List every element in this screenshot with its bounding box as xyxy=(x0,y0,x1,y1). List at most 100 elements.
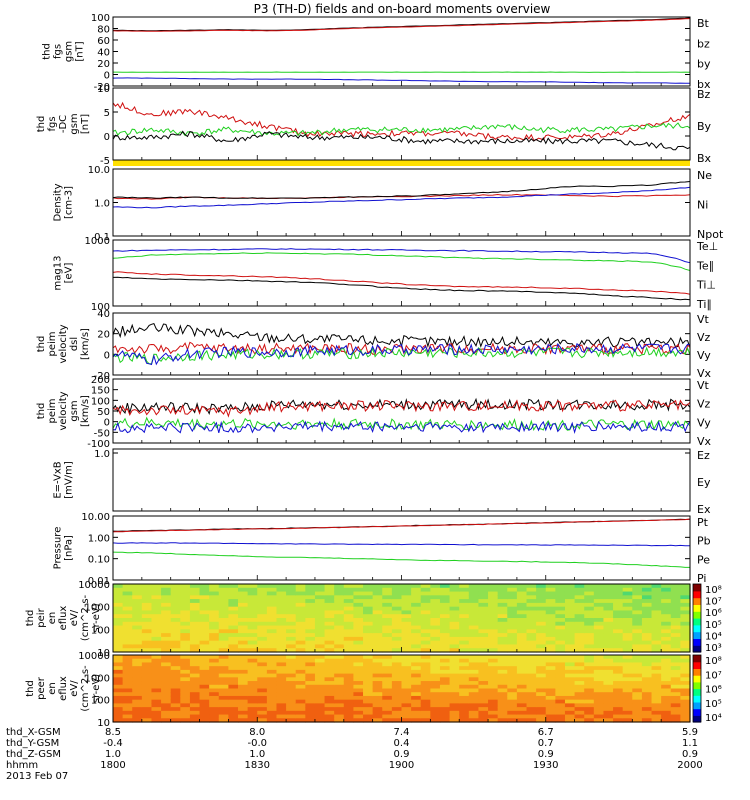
heatmap-cell xyxy=(170,707,181,712)
heatmap-cell xyxy=(459,584,470,589)
heatmap-cell xyxy=(680,707,691,712)
heatmap-cell xyxy=(420,658,431,664)
heatmap-cell xyxy=(247,658,258,664)
heatmap-cell xyxy=(391,677,403,682)
heatmap-cell xyxy=(295,718,306,723)
heatmap-cell xyxy=(545,692,556,697)
heatmap-cell xyxy=(584,636,595,642)
heatmap-cell xyxy=(651,648,662,653)
heatmap-cell xyxy=(401,669,412,675)
heatmap-cell xyxy=(545,718,556,723)
heatmap-cell xyxy=(266,614,278,619)
heatmap-cell xyxy=(584,699,595,704)
heatmap-cell xyxy=(545,629,556,634)
heatmap-cell xyxy=(680,618,691,623)
heatmap-cell xyxy=(507,677,518,682)
heatmap-cell xyxy=(199,584,210,589)
heatmap-cell xyxy=(170,662,181,667)
heatmap-cell xyxy=(324,688,335,693)
heatmap-cell xyxy=(564,584,576,589)
heatmap-cell xyxy=(218,636,229,642)
heatmap-cell xyxy=(641,629,653,634)
ylabel-line: thd xyxy=(36,336,47,353)
heatmap-cell xyxy=(478,614,489,619)
heatmap-cell xyxy=(257,606,268,612)
heatmap-cell xyxy=(324,669,335,675)
heatmap-cell xyxy=(584,644,595,649)
heatmap-cell xyxy=(257,707,268,712)
heatmap-cell xyxy=(209,636,220,642)
heatmap-cell xyxy=(555,610,566,615)
heatmap-cell xyxy=(574,718,585,723)
heatmap-cell xyxy=(314,618,326,623)
heatmap-cell xyxy=(161,718,172,723)
heatmap-cell xyxy=(266,692,278,697)
heatmap-cell xyxy=(574,584,585,589)
heatmap-cell xyxy=(603,681,614,686)
heatmap-cell xyxy=(593,618,605,623)
heatmap-cell xyxy=(622,677,633,682)
heatmap-cell xyxy=(613,666,624,671)
heatmap-cell xyxy=(526,602,537,608)
heatmap-cell xyxy=(382,714,393,719)
heatmap-cell xyxy=(449,636,460,642)
heatmap-cell xyxy=(170,684,181,690)
heatmap-cell xyxy=(295,633,306,638)
heatmap-cell xyxy=(276,614,287,619)
heatmap-cell xyxy=(170,677,181,682)
heatmap-cell xyxy=(478,710,489,716)
heatmap-cell xyxy=(257,655,268,660)
heatmap-cell xyxy=(651,688,662,693)
axis-row-value: 1930 xyxy=(533,760,558,771)
heatmap-cell xyxy=(363,625,374,630)
heatmap-cell xyxy=(247,599,258,604)
heatmap-cell xyxy=(670,718,681,723)
heatmap-cell xyxy=(632,718,643,723)
heatmap-cell xyxy=(218,684,229,690)
heatmap-cell xyxy=(439,633,451,638)
colorbar-label: 10⁶ xyxy=(705,685,722,696)
series-Te∥ xyxy=(112,276,691,301)
heatmap-cell xyxy=(468,625,480,630)
heatmap-cell xyxy=(526,587,537,593)
heatmap-cell xyxy=(122,584,133,589)
heatmap-cell xyxy=(314,669,326,675)
heatmap-cell xyxy=(478,684,489,690)
heatmap-cell xyxy=(545,599,556,604)
legend-Bx: Bx xyxy=(697,152,712,165)
heatmap-cell xyxy=(488,688,499,693)
heatmap-cell xyxy=(507,625,518,630)
heatmap-cell xyxy=(613,587,624,593)
heatmap-cell xyxy=(161,648,172,653)
heatmap-cell xyxy=(574,633,585,638)
heatmap-cell xyxy=(603,703,614,708)
heatmap-cell xyxy=(401,595,412,600)
heatmap-cell xyxy=(141,673,153,678)
heatmap-cell xyxy=(449,618,460,623)
heatmap-cell xyxy=(641,602,653,608)
heatmap-cell xyxy=(641,644,653,649)
heatmap-cell xyxy=(449,621,460,627)
heatmap-cell xyxy=(209,703,220,708)
heatmap-cell xyxy=(382,655,393,660)
heatmap-cell xyxy=(564,629,576,634)
ytick-label: 100 xyxy=(91,302,110,313)
heatmap-cell xyxy=(670,714,681,719)
heatmap-cell xyxy=(680,658,691,664)
heatmap-cell xyxy=(468,662,480,667)
heatmap-cell xyxy=(478,695,489,701)
heatmap-cell xyxy=(113,692,124,697)
heatmap-cell xyxy=(545,681,556,686)
heatmap-cell xyxy=(209,655,220,660)
heatmap-cell xyxy=(209,669,220,675)
heatmap-cell xyxy=(420,595,431,600)
heatmap-cell xyxy=(420,636,431,642)
heatmap-cell xyxy=(266,677,278,682)
heatmap-cell xyxy=(661,669,672,675)
heatmap-cell xyxy=(238,599,249,604)
heatmap-cell xyxy=(353,606,364,612)
heatmap-cell xyxy=(391,718,403,723)
ylabel-line: fgs xyxy=(47,116,58,131)
heatmap-cell xyxy=(401,621,412,627)
ytick-label: 10.0 xyxy=(88,165,110,176)
